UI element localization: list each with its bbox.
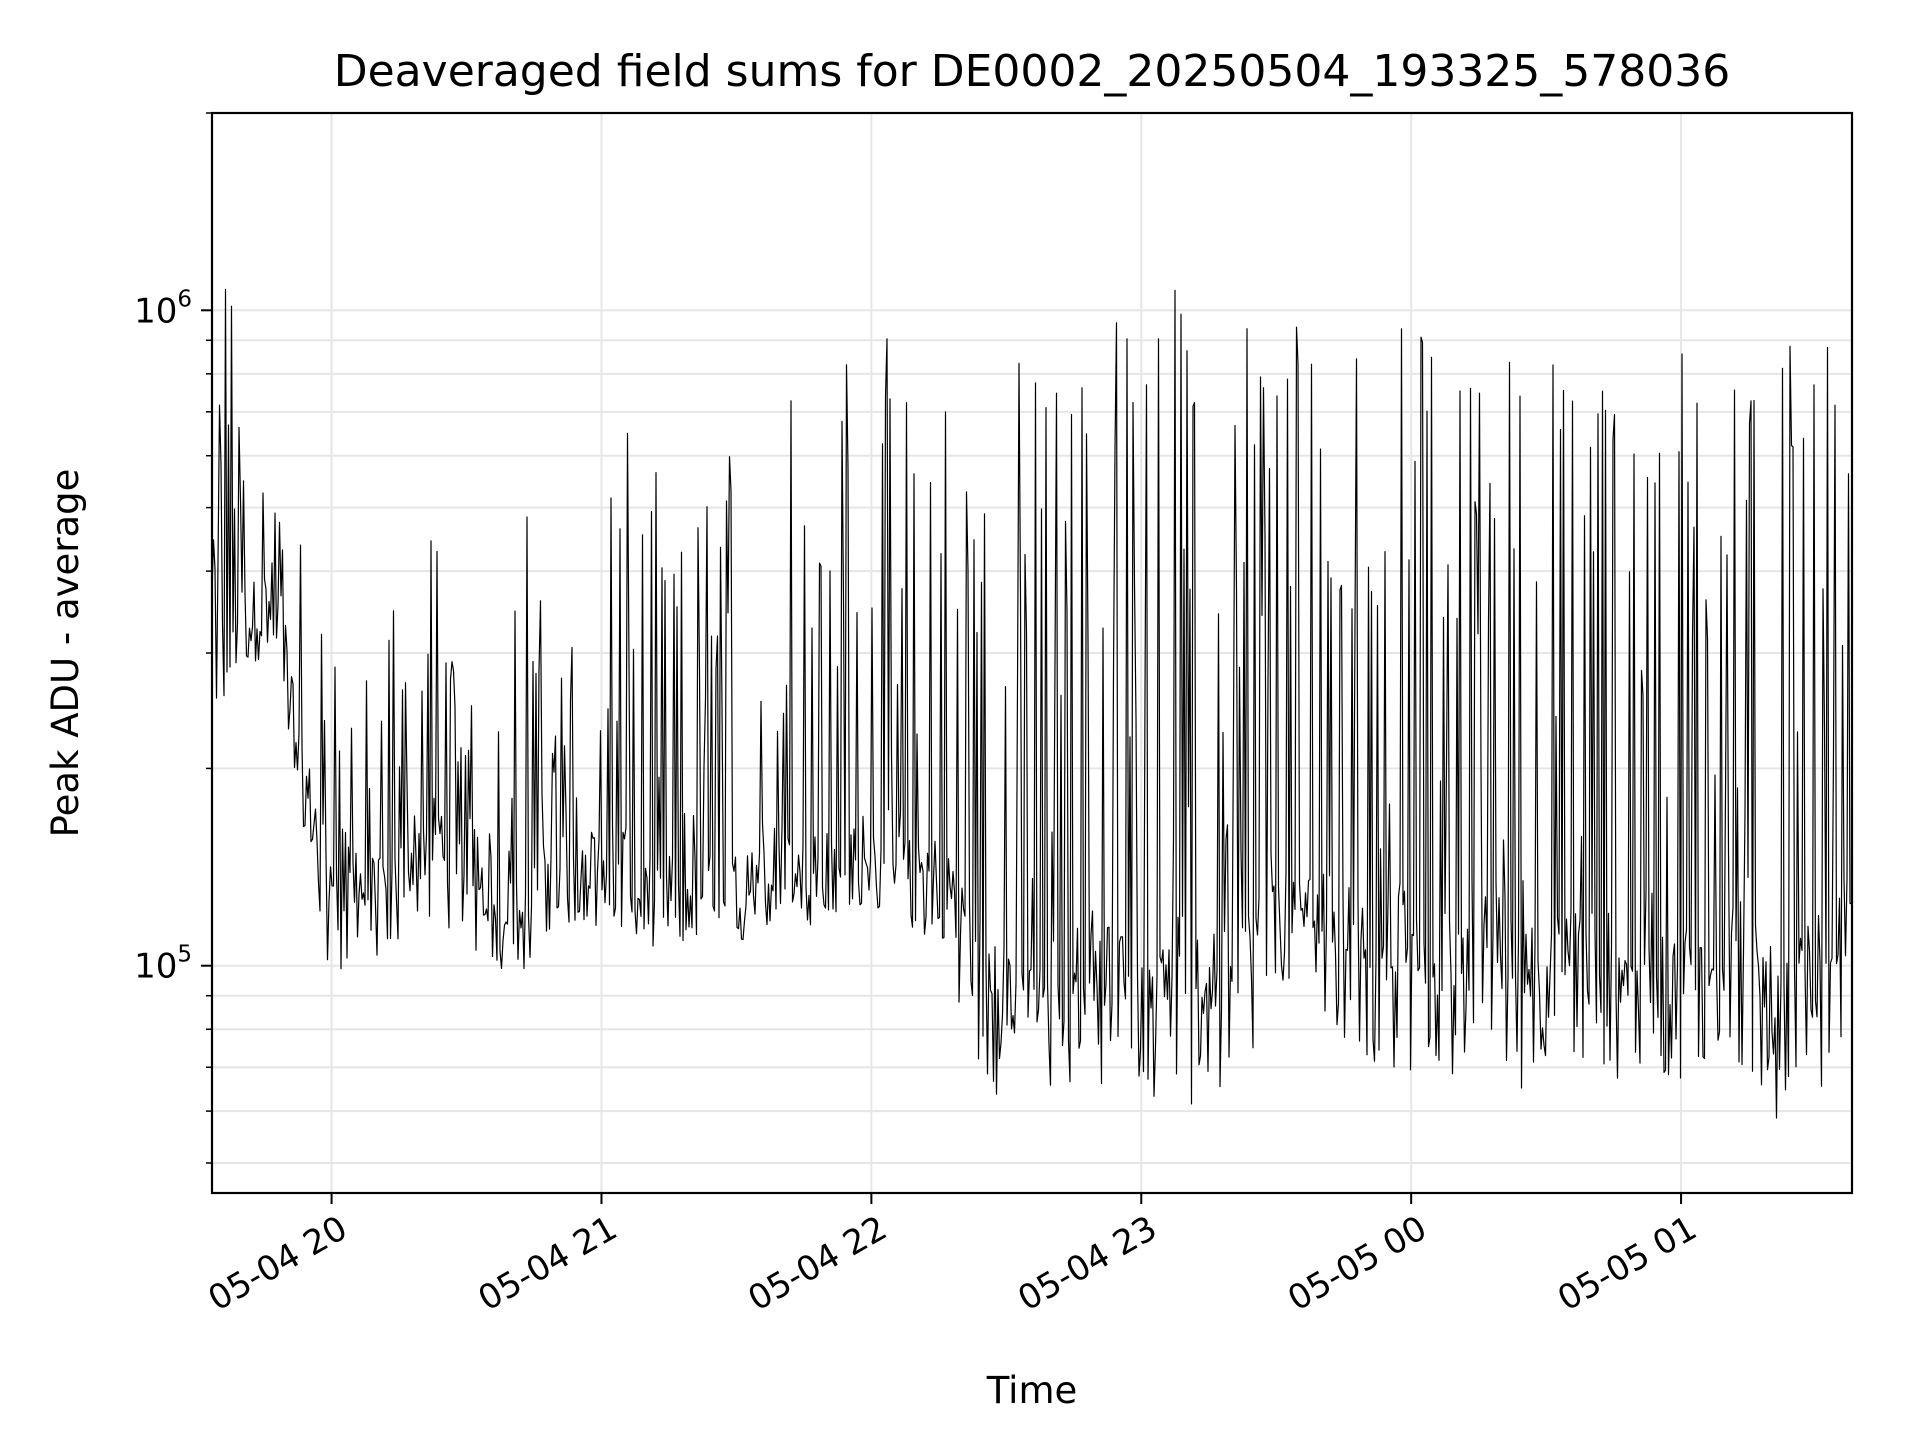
y-axis: 105 106 [134, 112, 212, 1164]
series-line [211, 288, 1852, 1119]
y-tick-label: 105 [134, 942, 192, 987]
chart-title: Deaveraged field sums for DE0002_2025050… [334, 46, 1731, 97]
y-tick-label: 106 [134, 286, 192, 331]
series-path [211, 288, 1852, 1119]
y-axis-label: Peak ADU - average [44, 469, 87, 838]
x-axis-label: Time [986, 1369, 1078, 1412]
